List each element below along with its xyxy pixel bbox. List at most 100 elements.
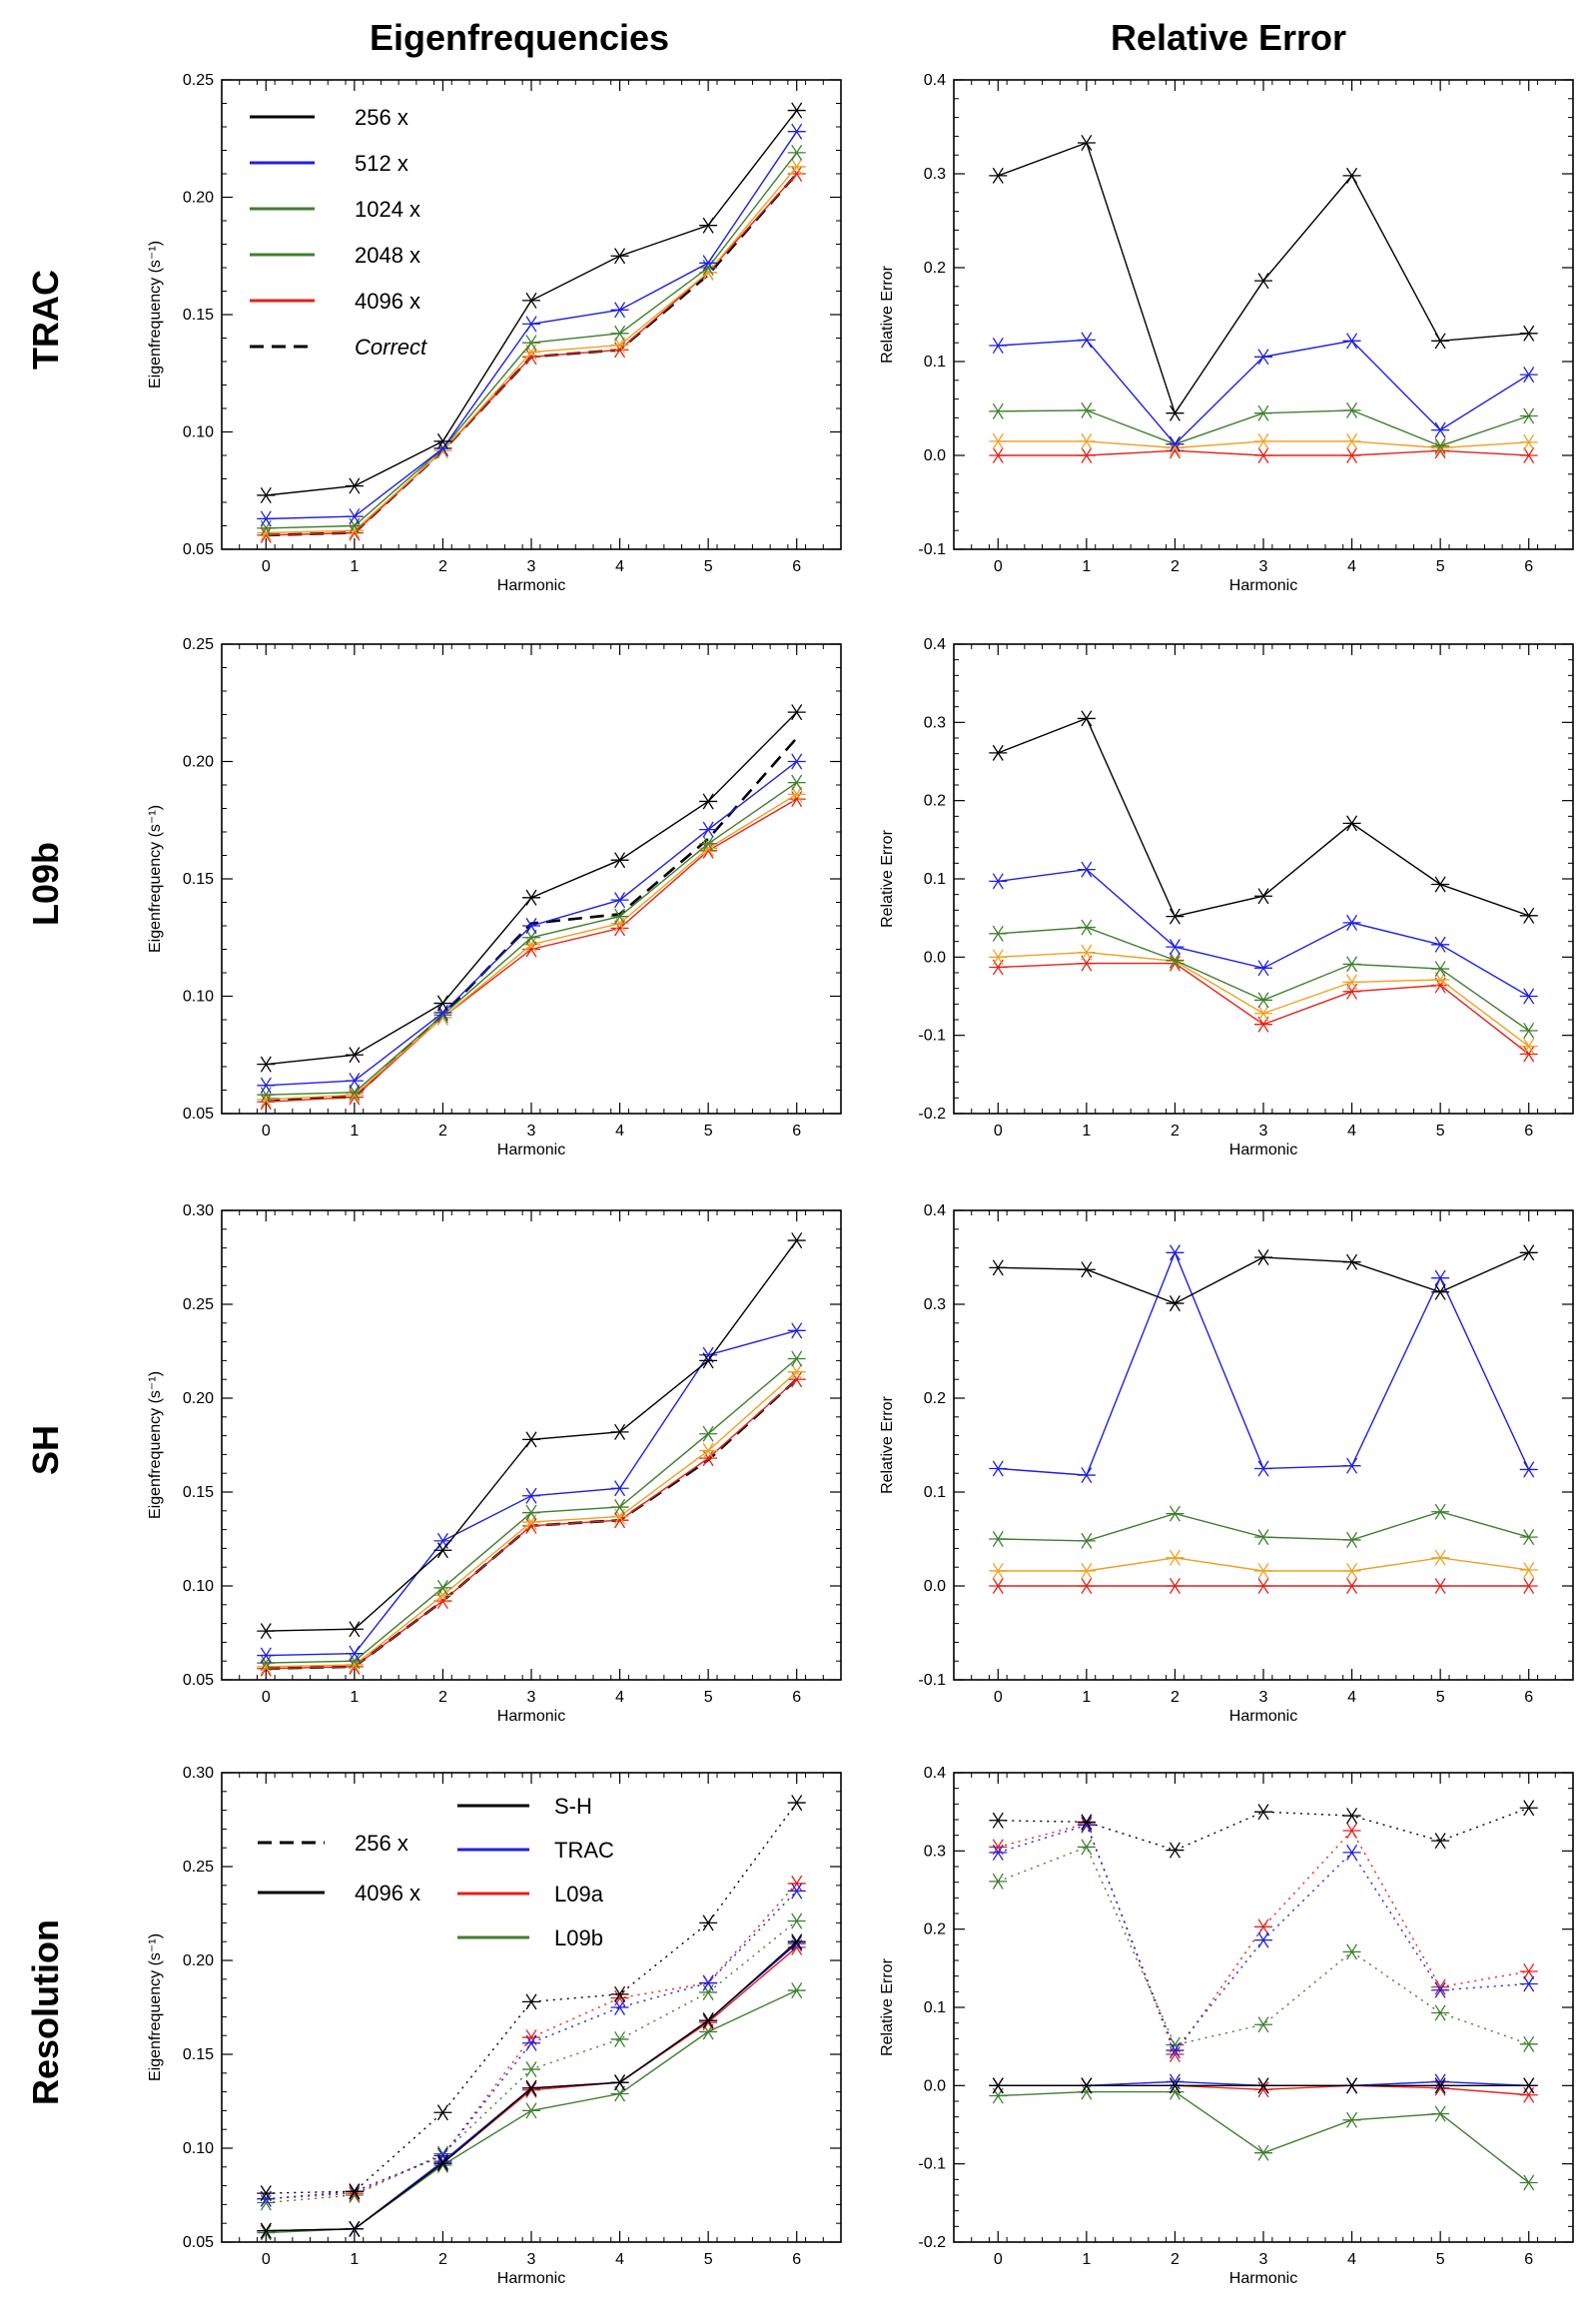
data-point [257,1077,276,1094]
data-point [1077,401,1096,418]
y-tick-label: 0.0 [924,2077,946,2094]
data-point [522,917,540,935]
data-point [1431,1978,1450,1995]
data-point [433,2104,452,2121]
data-point [699,1352,718,1369]
legend-entry-method-s-h: S-H [457,1794,592,1819]
x-tick-label: 5 [704,1123,713,1140]
data-point [989,1460,1008,1477]
data-point [989,2077,1008,2094]
legend-entry-512-x: 512 x [250,151,408,176]
data-point [257,1094,276,1111]
y-tick-label: 0.1 [924,354,946,371]
data-point [989,446,1008,464]
data-point [610,1423,629,1440]
data-point [787,1913,806,1929]
x-tick-label: 4 [1347,1123,1356,1140]
data-point [610,1499,629,1516]
row-title-resolution: Resolution [25,1920,66,2105]
x-tick-label: 4 [615,558,624,575]
data-point [1166,1505,1185,1522]
data-point [1166,2045,1185,2063]
data-point [787,1350,806,1367]
data-point [787,1982,806,1999]
data-point [1077,2077,1096,2094]
x-tick-label: 2 [1171,558,1180,575]
legend-label: TRAC [554,1838,614,1863]
legend-label: S-H [554,1794,592,1819]
chart-l09b_err: -0.2 -0.1 0.0 0.1 0.2 0.3 0.4 0 1 2 3 4 5 6 Harmonic Re… [879,636,1574,1158]
x-tick-label: 4 [615,1689,624,1706]
y-axis-label: Eigenfrequency (s⁻¹) [147,1371,164,1519]
data-point [1431,1981,1450,1998]
x-tick-label: 6 [1524,558,1533,575]
data-point [1519,1962,1538,1979]
legend-label: L09a [554,1882,604,1907]
data-point [699,255,718,272]
x-axis-label: Harmonic [1229,1142,1297,1158]
data-point [1519,907,1538,924]
y-tick-label: 0.0 [924,447,946,464]
data-point [1431,1503,1450,1520]
data-point [989,873,1008,890]
y-tick-label: 0.2 [924,260,946,277]
chart-l09b_eig: 0.05 0.10 0.15 0.20 0.25 0 1 2 3 4 5 6 Harmonic Eigen… [147,636,842,1158]
data-point [1254,2016,1272,2033]
data-point [787,786,806,803]
y-tick-label: 0.25 [183,72,214,89]
data-point [610,915,629,932]
data-point [1166,435,1185,452]
y-tick-label: 0.4 [924,1765,946,1782]
data-point [1342,815,1361,832]
row-title-trac: TRAC [25,270,66,370]
data-point [1519,1800,1538,1817]
series-s-h-4096-x [989,2077,1538,2094]
data-point [1431,1577,1450,1595]
series-1024-x [989,1503,1538,1549]
data-point [1519,1244,1538,1261]
x-tick-label: 5 [704,2251,713,2268]
data-point [699,217,718,234]
data-point [522,316,540,333]
data-point [699,1442,718,1459]
data-point [257,1647,276,1664]
y-tick-label: 0.1 [924,1999,946,2016]
data-point [610,302,629,319]
x-tick-label: 0 [994,2251,1003,2268]
data-point [1254,2144,1272,2161]
x-tick-label: 2 [1171,2251,1180,2268]
data-point [1342,974,1361,991]
series-1024-x [989,401,1538,454]
data-point [1519,1038,1538,1055]
data-point [1254,1248,1272,1266]
data-point [1077,944,1096,961]
x-tick-label: 4 [615,1123,624,1140]
y-tick-label: 0.4 [924,72,946,89]
data-point [257,1655,276,1672]
data-point [1342,956,1361,973]
data-point [1254,446,1272,464]
data-point [1431,1269,1450,1286]
data-point [1519,407,1538,424]
data-point [257,486,276,503]
data-point [610,852,629,869]
data-point [1077,710,1096,727]
x-tick-label: 3 [527,558,536,575]
data-point [1254,1562,1272,1579]
y-tick-label: 0.0 [924,1578,946,1595]
y-tick-label: -0.1 [918,541,946,558]
legend-entry-style-256-x: 256 x [258,1831,408,1856]
data-point [1077,861,1096,878]
x-tick-label: 0 [262,2251,271,2268]
x-tick-label: 0 [262,1689,271,1706]
data-point [787,704,806,721]
data-point [699,1915,718,1931]
x-tick-label: 1 [350,2251,359,2268]
series-1024-x [989,919,1538,1039]
y-axis-label: Relative Error [879,829,896,927]
legend-label: 4096 x [355,289,420,314]
data-point [1342,1531,1361,1548]
data-point [699,793,718,810]
x-tick-label: 6 [792,1123,801,1140]
data-point [610,908,629,925]
